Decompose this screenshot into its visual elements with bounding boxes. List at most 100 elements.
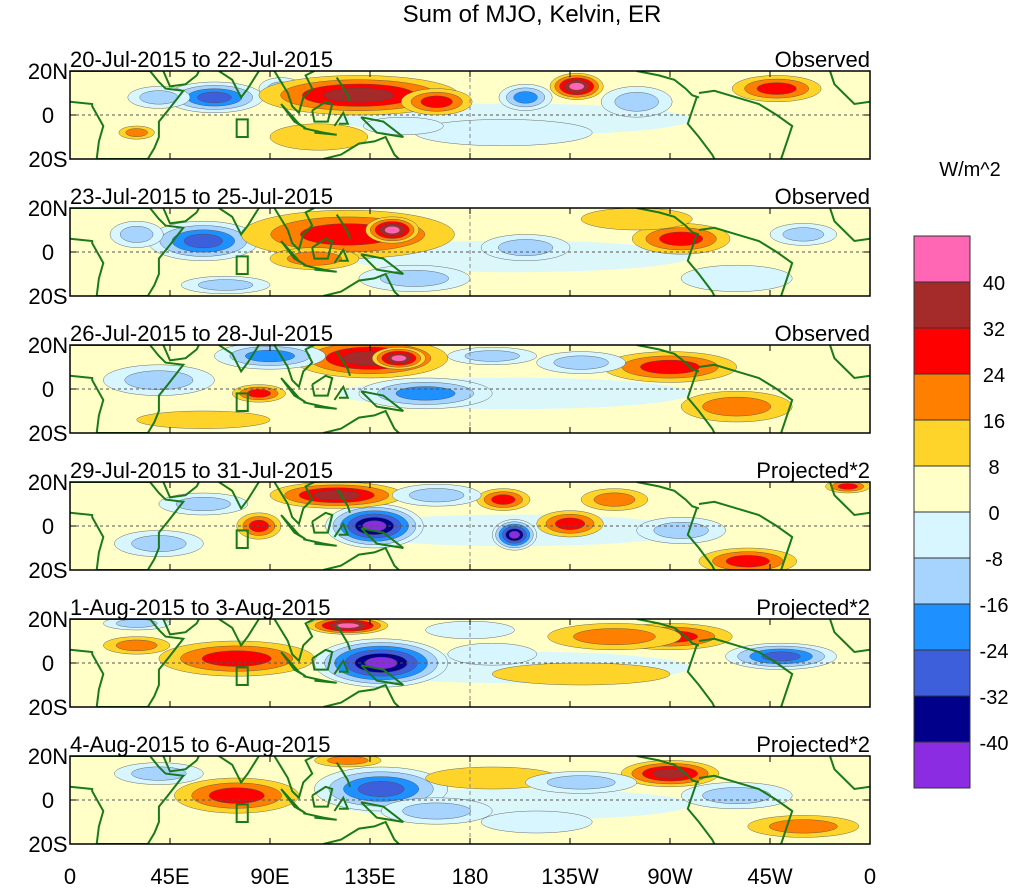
colorbar-level-label: -16 [980, 595, 1009, 617]
panel-date-range: 4-Aug-2015 to 6-Aug-2015 [70, 732, 331, 757]
x-tick-label: 0 [64, 864, 76, 889]
coastline [636, 345, 700, 373]
panels-group: 20-Jul-2015 to 22-Jul-2015 Observed 20N 0 20… [28, 47, 871, 857]
coastline [218, 345, 260, 374]
y-tick-label: 20N [28, 59, 68, 84]
anomaly-contour [136, 410, 271, 429]
panel-5: 1-Aug-2015 to 3-Aug-2015 Projected*2 20N 0 2… [28, 595, 871, 720]
coastline [829, 345, 870, 380]
coastline [311, 648, 334, 671]
anomaly-contour [246, 389, 271, 398]
anomaly-contour [201, 650, 272, 667]
x-tick-label: 135E [344, 864, 395, 889]
panel-date-range: 26-Jul-2015 to 28-Jul-2015 [70, 321, 333, 346]
anomaly-contour [513, 91, 538, 104]
panel-2: 23-Jul-2015 to 25-Jul-2015 Observed 20N 0 20… [28, 184, 871, 309]
anomaly-contour [269, 123, 368, 151]
colorbar-swatch [913, 465, 971, 513]
colorbar-units: W/m^2 [939, 159, 1001, 181]
anomaly-contour [554, 517, 586, 530]
coastline [311, 100, 334, 123]
coastline [829, 71, 870, 106]
coastline [323, 683, 400, 707]
coastline [360, 527, 404, 549]
colorbar-swatch [913, 235, 971, 283]
y-tick-label: 0 [42, 651, 54, 676]
panel-1: 20-Jul-2015 to 22-Jul-2015 Observed 20N 0 20… [28, 47, 871, 172]
colorbar-level-label: 16 [983, 411, 1005, 433]
panel-type-label: Observed [775, 47, 870, 72]
coastline [698, 500, 794, 570]
y-tick-label: 20S [28, 832, 67, 857]
panel-date-range: 23-Jul-2015 to 25-Jul-2015 [70, 184, 333, 209]
x-tick-label: 90E [250, 864, 289, 889]
anomaly-contour [768, 819, 838, 834]
coastline [686, 645, 716, 707]
anomaly-contour [409, 488, 465, 503]
y-tick-label: 20S [28, 284, 67, 309]
anomaly-contour [464, 350, 520, 362]
coastline [335, 351, 351, 377]
panel-type-label: Projected*2 [756, 595, 870, 620]
coastline [333, 658, 350, 675]
y-tick-label: 20N [28, 744, 68, 769]
anomaly-contour [183, 233, 223, 249]
colorbar-level-label: 8 [988, 457, 999, 479]
box-marker [235, 803, 249, 824]
y-tick-label: 20S [28, 147, 67, 172]
colorbar-level-label: 40 [983, 273, 1005, 295]
anomaly-contour [546, 775, 616, 790]
colorbar: W/m^2 40 32 24 16 8 0 -8 -16 -24 -32 -40 [913, 159, 1009, 789]
coastline [70, 345, 186, 433]
anomaly-contour [702, 396, 772, 417]
y-tick-label: 0 [42, 377, 54, 402]
coastline [162, 756, 200, 773]
panel-3: 26-Jul-2015 to 28-Jul-2015 Observed 20N 0 20… [28, 321, 871, 446]
anomaly-contour [197, 91, 232, 103]
coastline [829, 619, 870, 654]
coastline [335, 214, 351, 240]
anomaly-contour [395, 386, 456, 401]
colorbar-swatch [913, 603, 971, 651]
coastline [218, 482, 260, 511]
anomaly-contour [125, 128, 148, 137]
anomaly-contour [175, 497, 231, 511]
box-marker [235, 255, 249, 275]
coastline [636, 756, 700, 784]
coastline [636, 208, 700, 236]
anomaly-contour [568, 82, 585, 91]
coastline [323, 272, 400, 296]
panel-6: 4-Aug-2015 to 6-Aug-2015 Projected*2 20N 0 2… [28, 732, 871, 857]
anomaly-contour [447, 643, 537, 666]
anomaly-contour [198, 279, 254, 291]
colorbar-swatch [913, 281, 971, 329]
anomaly-contour [357, 781, 405, 797]
coastline [333, 247, 350, 264]
anomaly-contour [139, 90, 179, 105]
y-tick-label: 20S [28, 695, 67, 720]
box-marker [235, 529, 249, 550]
coastline [303, 812, 337, 821]
coastline [162, 345, 200, 362]
coastline [636, 71, 700, 99]
anomaly-contour [553, 355, 609, 370]
figure-title: Sum of MJO, Kelvin, ER [403, 1, 662, 28]
anomaly-contour [480, 810, 593, 834]
y-tick-label: 20N [28, 607, 68, 632]
colorbar-level-label: 0 [988, 503, 999, 525]
x-axis: 0 45E 90E 135E 180 135W 90W 45W 0 [64, 864, 876, 889]
anomaly-contour [380, 270, 449, 287]
coastline [218, 756, 260, 785]
coastline [360, 116, 404, 138]
coastline [335, 77, 351, 103]
colorbar-swatch [913, 649, 971, 697]
anomaly-contour [680, 264, 793, 292]
panel-4: 29-Jul-2015 to 31-Jul-2015 Projected*2 20N… [28, 458, 871, 583]
coastline [311, 237, 334, 260]
coastline [829, 208, 870, 243]
panel-type-label: Observed [775, 321, 870, 346]
anomaly-contour [653, 522, 709, 539]
anomaly-contour [120, 226, 154, 243]
coastline [829, 756, 870, 791]
